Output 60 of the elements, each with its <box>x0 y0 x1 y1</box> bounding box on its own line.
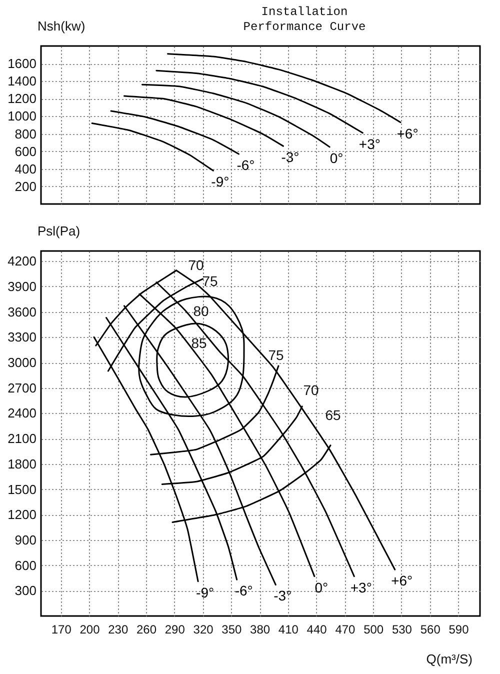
y-tick-label: 300 <box>14 583 36 598</box>
series-label: 0° <box>330 150 344 166</box>
y-tick-label: 1200 <box>8 91 36 106</box>
y-tick-label: 900 <box>14 532 36 548</box>
x-tick-label: 530 <box>392 622 412 636</box>
x-tick-label: 260 <box>136 622 157 636</box>
x-tick-label: 230 <box>108 622 128 636</box>
y-tick-label: 4200 <box>8 254 36 269</box>
x-tick-label: 470 <box>335 622 356 636</box>
x-tick-label: 170 <box>51 622 72 636</box>
y-tick-label: 3900 <box>8 278 36 294</box>
annotation: 75 <box>202 273 218 289</box>
series-label: +6° <box>396 125 418 142</box>
x-tick-label: 560 <box>420 622 441 636</box>
x-tick-label: 590 <box>448 622 470 636</box>
series-label: -3° <box>281 149 300 166</box>
series-label: 0° <box>314 579 328 596</box>
series-label: +6° <box>391 572 413 589</box>
y-tick-label: 3300 <box>8 330 36 345</box>
y-tick-label: 1000 <box>8 108 36 124</box>
x-tick-label: 440 <box>306 622 328 636</box>
series-label: -9° <box>196 584 214 600</box>
y-tick-label: 3000 <box>8 355 36 370</box>
y-tick-label: 400 <box>14 161 36 176</box>
annotation: 70 <box>188 257 204 273</box>
y-tick-label: 1200 <box>8 507 36 522</box>
series-label: -3° <box>274 588 292 604</box>
annotation: 70 <box>303 382 319 398</box>
y-tick-label: 2700 <box>8 380 36 396</box>
y-tick-label: 200 <box>14 178 36 194</box>
series-label: +3° <box>358 136 380 152</box>
y-tick-label: 1500 <box>8 482 36 497</box>
y-tick-label: 1400 <box>8 74 36 89</box>
y-tick-label: 1600 <box>8 56 36 72</box>
x-tick-label: 410 <box>278 622 299 636</box>
x-tick-label: 290 <box>164 622 186 636</box>
chart-title: Installation Performance Curve <box>243 5 366 34</box>
y-tick-label: 2100 <box>8 431 36 446</box>
x-tick-label: 500 <box>364 622 384 636</box>
x-tick-label: 350 <box>222 622 242 636</box>
annotation: 85 <box>191 335 207 351</box>
y-tick-label: 3600 <box>8 304 36 320</box>
y-tick-label: 2400 <box>8 406 36 421</box>
annotation: 65 <box>325 407 341 423</box>
annotation: 80 <box>193 303 209 319</box>
x-tick-label: 380 <box>250 622 270 636</box>
y-tick-label: 600 <box>14 144 36 159</box>
x-axis-title: Q(m³/S) <box>426 652 472 666</box>
x-tick-label: 320 <box>193 622 214 636</box>
series-label: -6° <box>234 582 253 599</box>
annotation: 75 <box>268 347 284 363</box>
y-tick-label: 800 <box>14 126 36 142</box>
series-label: -9° <box>211 174 230 190</box>
series-label: -6° <box>236 156 255 173</box>
y-tick-label: 1800 <box>8 456 36 472</box>
y-axis-title: Nsh(kw) <box>38 18 86 34</box>
series-label: +3° <box>350 579 372 596</box>
y-tick-label: 600 <box>14 558 36 573</box>
y-axis-title: Psl(Pa) <box>38 224 80 238</box>
x-tick-label: 200 <box>80 622 100 636</box>
